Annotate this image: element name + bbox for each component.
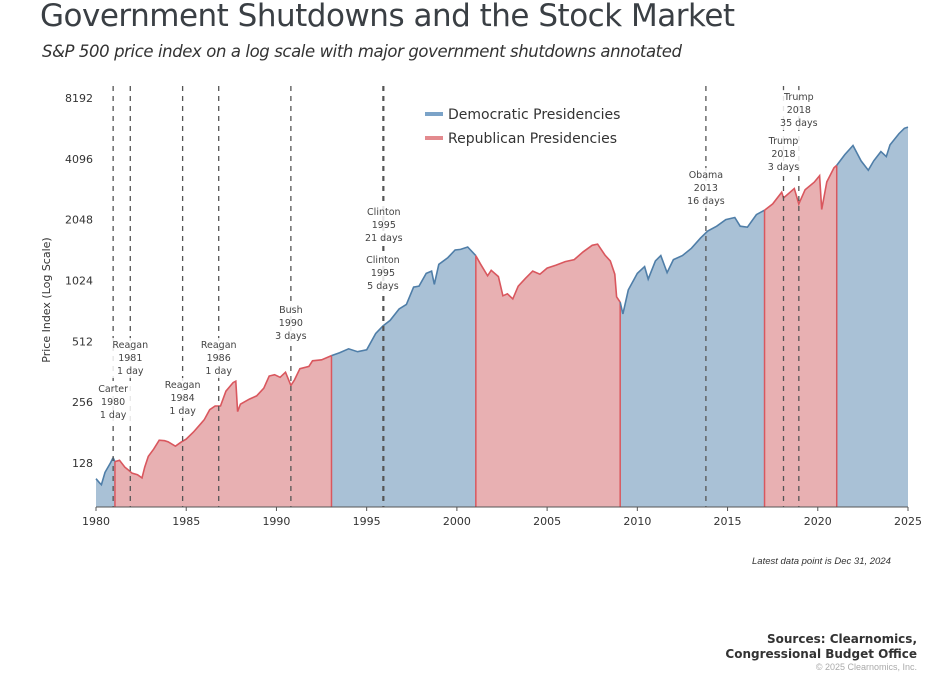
- shutdown-annotation-label: Trump: [783, 92, 814, 103]
- x-tick-label: 2020: [804, 515, 832, 528]
- x-tick-label: 2015: [714, 515, 742, 528]
- area-democratic-4: [620, 210, 765, 507]
- line-democratic-6: [836, 126, 909, 172]
- area-democratic-0: [96, 457, 115, 507]
- annotation-bg: [93, 382, 134, 422]
- shutdown-annotation-label: 1995: [372, 220, 396, 231]
- shutdown-annotation-label: 1981: [118, 353, 142, 364]
- annotation-bg: [270, 303, 311, 343]
- annotation-bg: [110, 338, 151, 378]
- legend-label-democratic: Democratic Presidencies: [448, 107, 620, 123]
- shutdown-annotation-label: 1 day: [117, 366, 144, 377]
- annotation-bg: [198, 338, 239, 378]
- y-axis-label: Price Index (Log Scale): [40, 237, 53, 362]
- sources: Sources: Clearnomics, Congressional Budg…: [725, 632, 917, 662]
- legend: Democratic Presidencies Republican Presi…: [425, 107, 620, 147]
- shutdown-annotation-label: 3 days: [768, 162, 800, 173]
- shutdown-annotation-label: 21 days: [365, 233, 403, 244]
- shutdown-annotation-label: Bush: [279, 305, 303, 316]
- shutdown-annotation-label: 3 days: [275, 331, 307, 342]
- y-tick-label: 512: [72, 335, 93, 348]
- y-tick-label: 2048: [65, 214, 93, 227]
- chart-title: Government Shutdowns and the Stock Marke…: [40, 0, 735, 34]
- y-tick-label: 1024: [65, 275, 93, 288]
- shutdown-annotation-label: Reagan: [165, 380, 201, 391]
- shutdown-annotation-label: Reagan: [201, 340, 237, 351]
- x-tick-label: 1980: [82, 515, 110, 528]
- line-layer: [95, 126, 909, 507]
- y-tick-label: 4096: [65, 153, 93, 166]
- sources-line-1: Sources: Clearnomics,: [766, 632, 917, 646]
- area-republican-1: [114, 355, 332, 507]
- latest-data-note: Latest data point is Dec 31, 2024: [752, 556, 891, 567]
- annotation-bg: [362, 253, 403, 293]
- annotation-bg: [363, 205, 404, 245]
- shutdown-annotation-label: 35 days: [780, 118, 818, 129]
- shutdown-annotation-label: 16 days: [687, 196, 725, 207]
- x-tick-label: 2005: [533, 515, 561, 528]
- shutdown-annotation-label: Reagan: [112, 340, 148, 351]
- chart-subtitle: S&P 500 price index on a log scale with …: [42, 42, 682, 61]
- x-tick-label: 1990: [262, 515, 290, 528]
- shutdown-annotation-label: 1990: [279, 318, 303, 329]
- line-republican-1: [114, 354, 332, 480]
- shutdown-annotation-label: 2018: [787, 105, 811, 116]
- area-republican-3: [475, 244, 621, 507]
- area-democratic-6: [836, 127, 908, 507]
- shutdown-annotations: Carter 1980 1 day Reagan 1981 1 day Reagan 1984…: [93, 90, 819, 422]
- line-republican-3: [475, 243, 621, 303]
- legend-label-republican: Republican Presidencies: [448, 131, 617, 147]
- y-tick-label: 8192: [65, 92, 93, 105]
- annotation-bg: [162, 378, 203, 418]
- shutdown-annotation-label: Trump: [768, 136, 799, 147]
- shutdown-annotation-label: Obama: [689, 170, 723, 181]
- x-tick-label: 2000: [443, 515, 471, 528]
- shutdown-lines: [112, 86, 800, 507]
- line-democratic-4: [619, 209, 765, 315]
- annotation-bg: [763, 134, 804, 174]
- shutdown-annotation-label: 2013: [694, 183, 718, 194]
- shutdown-annotation-label: 5 days: [367, 281, 399, 292]
- shutdown-annotation-label: 1986: [207, 353, 231, 364]
- x-tick-label: 2010: [623, 515, 651, 528]
- shutdown-annotation-label: Clinton: [366, 255, 400, 266]
- shutdown-annotation-label: 1984: [171, 393, 195, 404]
- annotation-bg: [778, 90, 819, 130]
- y-tick-label: 256: [72, 396, 93, 409]
- shutdown-annotation-label: 2018: [771, 149, 795, 160]
- sources-line-2: Congressional Budget Office: [725, 647, 917, 661]
- area-democratic-2: [331, 247, 476, 507]
- line-democratic-2: [331, 246, 477, 357]
- shutdown-annotation-label: 1 day: [100, 410, 127, 421]
- shutdown-annotation-label: 1 day: [205, 366, 232, 377]
- y-axis-ticks: 128 256 512 1024 2048 4096 8192: [65, 92, 93, 470]
- x-tick-label: 2025: [894, 515, 922, 528]
- x-tick-label: 1985: [172, 515, 200, 528]
- shutdown-annotation-label: Carter: [98, 384, 128, 395]
- line-republican-5: [764, 164, 838, 211]
- shutdown-annotation-label: 1995: [371, 268, 395, 279]
- y-tick-label: 128: [72, 457, 93, 470]
- copyright: © 2025 Clearnomics, Inc.: [815, 662, 917, 672]
- x-tick-label: 1995: [353, 515, 381, 528]
- area-republican-5: [764, 165, 837, 507]
- shutdown-annotation-label: 1 day: [169, 406, 196, 417]
- x-axis-ticks: 1980 1985 1990 1995 2000 2005 2010 2015 2020 2025: [82, 507, 922, 528]
- shutdown-annotation-label: 1980: [101, 397, 125, 408]
- shutdown-annotation-label: Clinton: [367, 207, 401, 218]
- area-layer: [96, 127, 908, 507]
- annotation-bg: [685, 168, 726, 208]
